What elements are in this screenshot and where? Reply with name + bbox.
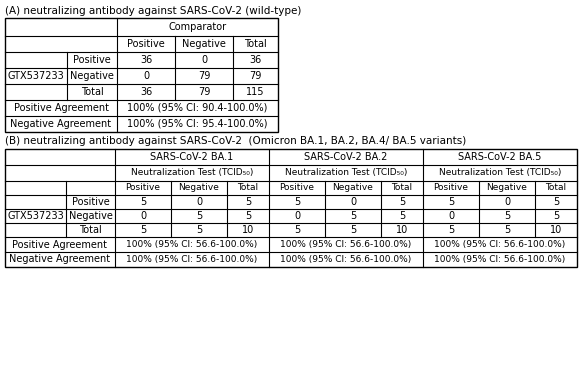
Text: Negative Agreement: Negative Agreement — [9, 254, 111, 265]
Text: SARS-CoV-2 BA.2: SARS-CoV-2 BA.2 — [304, 152, 388, 162]
Text: Neutralization Test (TCID₅₀): Neutralization Test (TCID₅₀) — [439, 169, 561, 178]
Bar — [5, 18, 278, 132]
Text: Negative: Negative — [182, 39, 226, 49]
Text: 0: 0 — [196, 197, 202, 207]
Text: 100% (95% CI: 56.6-100.0%): 100% (95% CI: 56.6-100.0%) — [281, 240, 411, 249]
Text: Negative Agreement: Negative Agreement — [10, 119, 112, 129]
Text: 5: 5 — [196, 225, 202, 235]
Text: 100% (95% CI: 56.6-100.0%): 100% (95% CI: 56.6-100.0%) — [126, 255, 258, 264]
Text: Neutralization Test (TCID₅₀): Neutralization Test (TCID₅₀) — [285, 169, 407, 178]
Text: 36: 36 — [140, 87, 152, 97]
Text: Total: Total — [545, 183, 566, 192]
Text: SARS-CoV-2 BA.5: SARS-CoV-2 BA.5 — [458, 152, 542, 162]
Text: 10: 10 — [396, 225, 408, 235]
Text: 0: 0 — [448, 211, 454, 221]
Text: 5: 5 — [245, 197, 251, 207]
Text: (B) neutralizing antibody against SARS-CoV-2  (Omicron BA.1, BA.2, BA.4/ BA.5 va: (B) neutralizing antibody against SARS-C… — [5, 136, 466, 146]
Text: 5: 5 — [553, 197, 559, 207]
Text: 5: 5 — [553, 211, 559, 221]
Text: 0: 0 — [294, 211, 300, 221]
Text: Positive Agreement: Positive Agreement — [12, 240, 108, 249]
Text: Negative: Negative — [69, 211, 112, 221]
Text: Positive Agreement: Positive Agreement — [13, 103, 108, 113]
Text: Positive: Positive — [127, 39, 165, 49]
Text: 5: 5 — [350, 211, 356, 221]
Text: 0: 0 — [140, 211, 146, 221]
Text: 5: 5 — [350, 225, 356, 235]
Text: 5: 5 — [448, 225, 454, 235]
Bar — [5, 149, 577, 267]
Text: Total: Total — [392, 183, 413, 192]
Text: 10: 10 — [550, 225, 562, 235]
Text: 79: 79 — [198, 71, 210, 81]
Text: 79: 79 — [249, 71, 262, 81]
Text: 79: 79 — [198, 87, 210, 97]
Text: Negative: Negative — [70, 71, 114, 81]
Text: 115: 115 — [246, 87, 265, 97]
Text: Negative: Negative — [332, 183, 374, 192]
Text: Total: Total — [81, 87, 104, 97]
Text: 5: 5 — [140, 225, 146, 235]
Text: Positive: Positive — [279, 183, 314, 192]
Text: 100% (95% CI: 56.6-100.0%): 100% (95% CI: 56.6-100.0%) — [434, 255, 566, 264]
Text: (A) neutralizing antibody against SARS-CoV-2 (wild-type): (A) neutralizing antibody against SARS-C… — [5, 6, 301, 16]
Text: 5: 5 — [399, 197, 405, 207]
Text: 5: 5 — [399, 211, 405, 221]
Text: 5: 5 — [294, 225, 300, 235]
Text: SARS-CoV-2 BA.1: SARS-CoV-2 BA.1 — [150, 152, 233, 162]
Text: 5: 5 — [245, 211, 251, 221]
Text: Negative: Negative — [487, 183, 527, 192]
Text: 100% (95% CI: 95.4-100.0%): 100% (95% CI: 95.4-100.0%) — [127, 119, 268, 129]
Text: Negative: Negative — [179, 183, 219, 192]
Text: 5: 5 — [294, 197, 300, 207]
Text: Total: Total — [237, 183, 258, 192]
Text: 100% (95% CI: 56.6-100.0%): 100% (95% CI: 56.6-100.0%) — [434, 240, 566, 249]
Text: Positive: Positive — [73, 55, 111, 65]
Text: 100% (95% CI: 56.6-100.0%): 100% (95% CI: 56.6-100.0%) — [281, 255, 411, 264]
Text: 36: 36 — [249, 55, 262, 65]
Text: 0: 0 — [350, 197, 356, 207]
Text: 5: 5 — [196, 211, 202, 221]
Text: 36: 36 — [140, 55, 152, 65]
Text: 5: 5 — [504, 211, 510, 221]
Text: 100% (95% CI: 90.4-100.0%): 100% (95% CI: 90.4-100.0%) — [127, 103, 268, 113]
Text: 10: 10 — [242, 225, 254, 235]
Text: 0: 0 — [201, 55, 207, 65]
Text: 5: 5 — [448, 197, 454, 207]
Text: 0: 0 — [504, 197, 510, 207]
Text: Total: Total — [244, 39, 267, 49]
Text: Neutralization Test (TCID₅₀): Neutralization Test (TCID₅₀) — [131, 169, 253, 178]
Text: Positive: Positive — [72, 197, 109, 207]
Text: 0: 0 — [143, 71, 149, 81]
Text: 5: 5 — [140, 197, 146, 207]
Text: GTX537233: GTX537233 — [7, 211, 64, 221]
Text: Total: Total — [79, 225, 102, 235]
Text: Comparator: Comparator — [168, 22, 226, 32]
Text: 5: 5 — [504, 225, 510, 235]
Text: Positive: Positive — [434, 183, 469, 192]
Text: 100% (95% CI: 56.6-100.0%): 100% (95% CI: 56.6-100.0%) — [126, 240, 258, 249]
Text: GTX537233: GTX537233 — [8, 71, 65, 81]
Text: Positive: Positive — [126, 183, 161, 192]
